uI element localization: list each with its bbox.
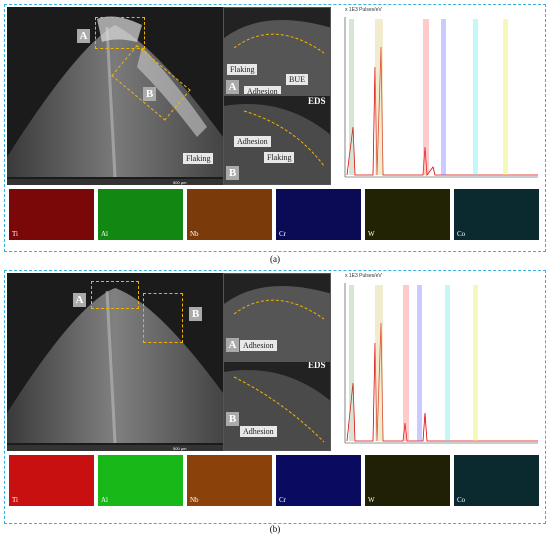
- map-ti-b: Ti: [9, 455, 94, 506]
- inset-tag-a: A: [226, 80, 239, 94]
- tool-tip-silhouette-b: [7, 288, 223, 444]
- spectrum-unit: x 1E3 Pulses/eV: [345, 7, 382, 13]
- eds-spectrum-b: x 1E3 Pulses/eV: [333, 273, 541, 451]
- panel-a: A B Flaking 500 µm A Flaking BUE Adhesio…: [4, 4, 546, 252]
- map-nb: Nb: [187, 189, 272, 240]
- inset-b-top: EDS B Flaking Adhesion: [223, 95, 331, 185]
- scale-label: 500 µm: [173, 180, 187, 185]
- inset-b-bottom: EDS B Adhesion: [223, 361, 331, 451]
- inset-adhesion-b-b: Adhesion: [240, 426, 277, 437]
- caption-a: (a): [270, 254, 280, 264]
- map-ti: Ti: [9, 189, 94, 240]
- inset-bue: BUE: [286, 74, 308, 85]
- inset-a-top: A Flaking BUE Adhesion: [223, 7, 331, 95]
- inset-tag-b-b: B: [226, 412, 239, 426]
- label-b: B: [143, 87, 156, 101]
- inset-adhesion: Adhesion: [244, 86, 281, 94]
- inset-flaking: Flaking: [227, 64, 258, 75]
- sem-info-bar: 500 µm: [7, 179, 223, 185]
- inset-adhesion-a-b: Adhesion: [240, 340, 277, 351]
- eds-label: EDS: [308, 96, 326, 106]
- eds-label-b: EDS: [308, 361, 326, 370]
- scale-label-b: 500 µm: [173, 446, 187, 451]
- caption-b: (b): [269, 524, 281, 534]
- map-co: Co: [454, 189, 539, 240]
- label-a-b: A: [73, 293, 86, 307]
- sem-image-b: A B 500 µm: [7, 273, 223, 451]
- region-b-box-b: [143, 293, 183, 343]
- map-cr-b: Cr: [276, 455, 361, 506]
- map-al: Al: [98, 189, 183, 240]
- map-cr: Cr: [276, 189, 361, 240]
- region-a-box-b: [91, 281, 139, 309]
- flaking-label: Flaking: [183, 153, 214, 164]
- inset-a-bottom: A Adhesion: [223, 273, 331, 361]
- spectrum-plot-b: [344, 283, 538, 444]
- tool-tip-silhouette: [7, 16, 223, 178]
- sem-info-bar-b: 500 µm: [7, 445, 223, 451]
- label-b-b: B: [189, 307, 202, 321]
- map-w-b: W: [365, 455, 450, 506]
- inset-tag-a-b: A: [226, 338, 239, 352]
- spectrum-unit-b: x 1E3 Pulses/eV: [345, 273, 382, 279]
- inset-flaking-b: Flaking: [264, 152, 295, 163]
- inset-tag-b: B: [226, 166, 239, 180]
- region-a-box: [95, 17, 145, 49]
- map-w: W: [365, 189, 450, 240]
- sem-image-a: A B Flaking 500 µm: [7, 7, 223, 185]
- panel-b: A B 500 µm A Adhesion EDS B Adhesion x 1…: [4, 270, 546, 524]
- map-nb-b: Nb: [187, 455, 272, 506]
- map-co-b: Co: [454, 455, 539, 506]
- spectrum-plot: [344, 17, 538, 178]
- map-al-b: Al: [98, 455, 183, 506]
- eds-spectrum-a: x 1E3 Pulses/eV: [333, 7, 541, 185]
- inset-adhesion-b: Adhesion: [234, 136, 271, 147]
- label-a: A: [77, 29, 90, 43]
